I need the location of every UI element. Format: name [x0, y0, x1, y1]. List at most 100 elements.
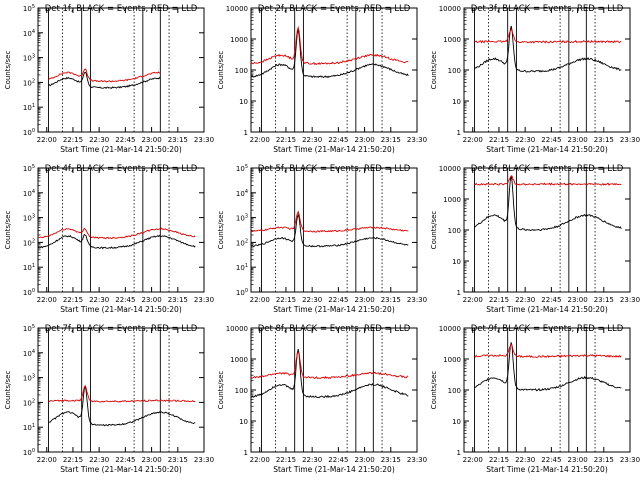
- panel-3-ytick-label: 100: [448, 67, 461, 75]
- panel-7-xtick-label: 23:15: [168, 456, 188, 464]
- panel-1-xtick-label: 22:15: [63, 136, 83, 144]
- panel-6-ytick-label: 100: [448, 227, 461, 235]
- panel-8-series-events: [250, 349, 409, 399]
- panel-3-xtick-label: 22:45: [541, 136, 561, 144]
- panel-1-ytick-label: 104: [23, 29, 35, 38]
- panel-6-series-events: [474, 175, 622, 232]
- panel-4-ytick-label: 100: [23, 288, 35, 297]
- panel-7-ytick-label: 103: [23, 374, 35, 383]
- panel-7-ytick-label: 102: [23, 398, 35, 407]
- panel-4-frame: [37, 167, 205, 293]
- panel-6-xtick-label: 22:15: [489, 296, 509, 304]
- panel-7-ytick-label: 100: [23, 448, 35, 457]
- panel-7-ytick-label: 105: [23, 324, 35, 333]
- panel-3-ytick-label: 10000: [439, 5, 461, 13]
- panel-2-ytick-label: 1000: [230, 36, 248, 44]
- panel-9-series-events: [474, 342, 622, 392]
- panel-1-ylabel: Counts/sec: [4, 51, 12, 90]
- panel-1-xtick-label: 23:00: [141, 136, 161, 144]
- panel-7-xtick-label: 22:00: [37, 456, 57, 464]
- panel-2-ytick-label: 100: [235, 67, 248, 75]
- panel-6-ytick-label: 10000: [439, 165, 461, 173]
- panel-5-xtick-label: 22:00: [250, 296, 270, 304]
- panel-7-series-lld: [48, 384, 196, 403]
- panel-7-ylabel: Counts/sec: [4, 371, 12, 410]
- panel-9-xtick-label: 22:45: [541, 456, 561, 464]
- panel-7-title: Det 7f, BLACK = Events, RED = LLD: [45, 324, 198, 334]
- panel-5-series-events: [250, 213, 409, 248]
- panel-4-ytick-label: 105: [23, 164, 35, 173]
- panel-6-xtick-label: 23:15: [594, 296, 614, 304]
- panel-8-title: Det 8f, BLACK = Events, RED = LLD: [258, 324, 411, 334]
- panel-1-ytick-label: 102: [23, 78, 35, 87]
- panel-3-xtick-label: 23:30: [620, 136, 640, 144]
- panel-5-ylabel: Counts/sec: [217, 211, 225, 250]
- panel-9-xtick-label: 23:00: [567, 456, 587, 464]
- panel-3-xtick-label: 22:15: [489, 136, 509, 144]
- panel-7-ytick-label: 104: [23, 349, 35, 358]
- panel-1-ytick-label: 105: [23, 4, 35, 13]
- panel-4-xtick-label: 23:00: [141, 296, 161, 304]
- panel-8-xlabel: Start Time (21-Mar-14 21:50:20): [273, 465, 395, 474]
- panel-2-ylabel: Counts/sec: [217, 51, 225, 90]
- panel-6-ytick-label: 1000: [443, 196, 461, 204]
- panel-7-frame: [37, 327, 205, 453]
- panel-4-ylabel: Counts/sec: [4, 211, 12, 250]
- panel-2-xtick-label: 22:15: [276, 136, 296, 144]
- panel-7-xlabel: Start Time (21-Mar-14 21:50:20): [60, 465, 182, 474]
- panel-9-ytick-label: 1000: [443, 356, 461, 364]
- panel-6-ytick-label: 1: [457, 289, 461, 297]
- panel-3-series-lld: [474, 27, 622, 44]
- panel-8-xtick-label: 22:00: [250, 456, 270, 464]
- panel-2-xtick-label: 22:45: [328, 136, 348, 144]
- panel-7-xtick-label: 22:15: [63, 456, 83, 464]
- panel-4-xtick-label: 23:15: [168, 296, 188, 304]
- panel-4-xtick-label: 22:45: [115, 296, 135, 304]
- panel-6-title: Det 6f, BLACK = Events, RED = LLD: [471, 164, 624, 174]
- panel-8-xtick-label: 22:15: [276, 456, 296, 464]
- panel-2-xtick-label: 22:30: [302, 136, 322, 144]
- panel-8-ylabel: Counts/sec: [217, 371, 225, 410]
- panel-1-xtick-label: 23:15: [168, 136, 188, 144]
- panel-9-xtick-label: 22:00: [463, 456, 483, 464]
- panel-7-xtick-label: 23:30: [194, 456, 214, 464]
- panel-1-ytick-label: 103: [23, 54, 35, 63]
- panel-5-frame: [250, 167, 418, 293]
- panel-5-ytick-label: 104: [236, 189, 248, 198]
- panel-6-xtick-label: 22:00: [463, 296, 483, 304]
- panel-6-ylabel: Counts/sec: [430, 211, 438, 250]
- panel-5-ytick-label: 101: [236, 263, 248, 272]
- panel-6-xtick-label: 23:00: [567, 296, 587, 304]
- panel-4-xtick-label: 22:15: [63, 296, 83, 304]
- panel-6-ytick-label: 10: [452, 258, 461, 266]
- panel-1-xlabel: Start Time (21-Mar-14 21:50:20): [60, 145, 182, 154]
- panel-3-ytick-label: 1: [457, 129, 461, 137]
- panel-7-series-events: [48, 384, 196, 427]
- panel-5-xtick-label: 22:45: [328, 296, 348, 304]
- panel-7-xtick-label: 23:00: [141, 456, 161, 464]
- panel-4-xtick-label: 22:00: [37, 296, 57, 304]
- panel-9-ylabel: Counts/sec: [430, 371, 438, 410]
- panel-4-ytick-label: 104: [23, 189, 35, 198]
- panel-6-xtick-label: 23:30: [620, 296, 640, 304]
- panel-6-series-lld: [474, 175, 622, 186]
- panel-3-ytick-label: 1000: [443, 36, 461, 44]
- panel-2-ytick-label: 10: [239, 98, 248, 106]
- panel-2-xtick-label: 22:00: [250, 136, 270, 144]
- panel-6-xlabel: Start Time (21-Mar-14 21:50:20): [486, 305, 608, 314]
- panel-3-title: Det 3f, BLACK = Events, RED = LLD: [471, 4, 624, 14]
- panel-5-xtick-label: 23:15: [381, 296, 401, 304]
- panel-8-ytick-label: 100: [235, 387, 248, 395]
- panel-8-xtick-label: 23:15: [381, 456, 401, 464]
- panel-5-xtick-label: 22:15: [276, 296, 296, 304]
- panel-2-ytick-label: 1: [244, 129, 248, 137]
- panel-9-ytick-label: 10000: [439, 325, 461, 333]
- panel-5-series-lld: [250, 210, 409, 233]
- panel-2-xtick-label: 23:00: [354, 136, 374, 144]
- panel-7-xtick-label: 22:45: [115, 456, 135, 464]
- panel-5-xlabel: Start Time (21-Mar-14 21:50:20): [273, 305, 395, 314]
- panel-4-xtick-label: 23:30: [194, 296, 214, 304]
- panel-9-xtick-label: 22:30: [515, 456, 535, 464]
- panel-3-xtick-label: 22:00: [463, 136, 483, 144]
- panel-9-ytick-label: 1: [457, 449, 461, 457]
